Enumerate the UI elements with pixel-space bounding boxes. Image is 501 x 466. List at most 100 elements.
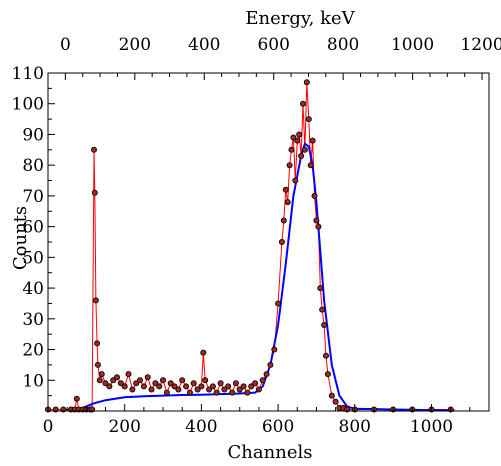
x-tick-label: 600 <box>262 417 294 437</box>
y-tick-label: 110 <box>12 64 44 84</box>
y-tick-label: 10 <box>22 371 44 391</box>
data-point <box>91 189 98 196</box>
data-point <box>206 386 213 393</box>
data-point <box>194 386 201 393</box>
data-point <box>284 199 291 206</box>
x-tick-label: 0 <box>43 417 54 437</box>
data-point <box>159 377 166 384</box>
data-point <box>267 361 274 368</box>
y-tick-label: 20 <box>22 341 44 361</box>
data-point <box>221 386 228 393</box>
data-point <box>290 134 297 141</box>
data-point <box>296 131 303 138</box>
x2-tick-label: 0 <box>60 35 71 55</box>
data-point <box>136 377 143 384</box>
data-point <box>328 392 335 399</box>
y-tick-label: 30 <box>22 310 44 330</box>
data-point <box>248 383 255 390</box>
data-point <box>171 383 178 390</box>
x-tick-label: 1000 <box>410 417 453 437</box>
data-point <box>315 223 322 230</box>
y-tick-label: 40 <box>22 279 44 299</box>
data-point <box>117 380 124 387</box>
data-point <box>232 380 239 387</box>
data-point <box>73 395 80 402</box>
data-point <box>179 377 186 384</box>
data-point <box>144 374 151 381</box>
data-point <box>167 380 174 387</box>
y-axis-title: Counts <box>10 206 31 270</box>
y-tick-label: 60 <box>22 218 44 238</box>
data-point <box>278 238 285 245</box>
data-point <box>255 386 262 393</box>
data-point <box>96 377 103 384</box>
data-point <box>198 383 205 390</box>
data-point <box>259 377 266 384</box>
data-point <box>332 398 339 405</box>
x-tick-label: 400 <box>185 417 217 437</box>
data-point <box>263 371 270 378</box>
data-point <box>301 146 308 153</box>
data-point <box>110 377 117 384</box>
data-point <box>307 162 314 169</box>
axes: 0 200 400 600 800 1000 0 200 400 600 800 1000 1200 10… <box>12 35 501 437</box>
data-point <box>200 349 207 356</box>
data-point <box>121 383 128 390</box>
data-point <box>271 346 278 353</box>
data-point <box>311 192 318 199</box>
data-point <box>275 300 282 307</box>
data-point <box>125 371 132 378</box>
x2-tick-label: 400 <box>188 35 220 55</box>
data-point <box>321 321 328 328</box>
y-tick-label: 100 <box>12 95 44 115</box>
data-point <box>213 389 220 396</box>
data-point <box>94 361 101 368</box>
data-point <box>129 386 136 393</box>
data-point <box>319 306 326 313</box>
data-point <box>225 383 232 390</box>
data-point <box>175 386 182 393</box>
x2-tick-label: 1000 <box>391 35 434 55</box>
data-point <box>240 383 247 390</box>
data-point <box>217 380 224 387</box>
data-point <box>286 162 293 169</box>
data-point <box>298 152 305 159</box>
data-point <box>236 386 243 393</box>
data-point <box>288 146 295 153</box>
data-point <box>102 380 109 387</box>
x-tick-label: 800 <box>339 417 371 437</box>
data-point <box>303 79 310 86</box>
data-point <box>183 383 190 390</box>
x2-tick-label: 200 <box>119 35 151 55</box>
data-point <box>244 389 251 396</box>
data-point <box>282 186 289 193</box>
data-point <box>292 177 299 184</box>
data-point <box>148 386 155 393</box>
data-point <box>133 380 140 387</box>
data-point <box>91 146 98 153</box>
y-tick-label: 80 <box>22 156 44 176</box>
data-point <box>202 377 209 384</box>
data-point <box>163 389 170 396</box>
data-point <box>106 383 113 390</box>
data-point <box>140 383 147 390</box>
x2-tick-label: 1200 <box>460 35 501 55</box>
data-point <box>322 352 329 359</box>
data-point <box>156 383 163 390</box>
x-tick-label: 200 <box>108 417 140 437</box>
data-point <box>317 285 324 292</box>
data-point <box>94 340 101 347</box>
data-point <box>309 137 316 144</box>
data-point <box>252 380 259 387</box>
fit-line <box>78 142 455 412</box>
y-tick-label: 90 <box>22 125 44 145</box>
data-point <box>229 389 236 396</box>
data-point <box>324 371 331 378</box>
y-tick-label: 50 <box>22 248 44 268</box>
data-point <box>92 297 99 304</box>
data-point <box>98 371 105 378</box>
top-axis-title: Energy, keV <box>245 8 355 29</box>
x2-tick-label: 600 <box>257 35 289 55</box>
